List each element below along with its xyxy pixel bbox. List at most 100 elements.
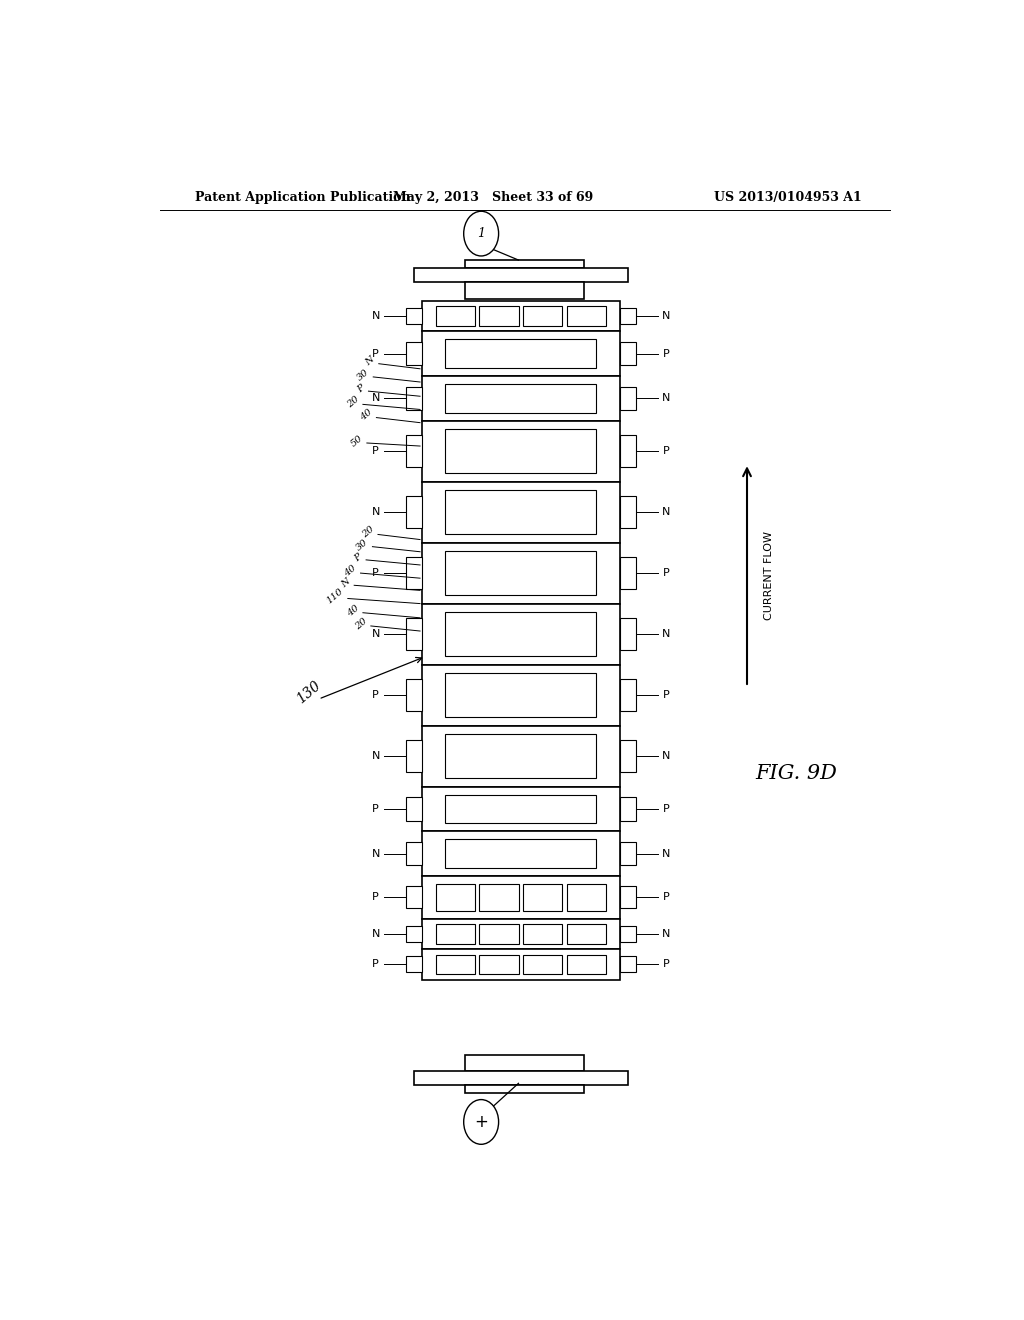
Text: P: P	[373, 446, 379, 457]
Bar	[436, 883, 475, 911]
Bar	[406, 387, 422, 411]
Bar	[422, 726, 621, 787]
Bar	[465, 282, 585, 298]
Text: FIG. 9D: FIG. 9D	[755, 764, 837, 783]
Bar	[523, 924, 562, 944]
Bar	[620, 957, 636, 973]
Text: N: N	[372, 929, 380, 939]
Text: 110: 110	[326, 587, 345, 606]
Text: N: N	[340, 577, 352, 590]
Bar	[566, 954, 606, 974]
Bar	[445, 429, 596, 473]
Bar	[445, 384, 596, 413]
Text: US 2013/0104953 A1: US 2013/0104953 A1	[715, 190, 862, 203]
Bar	[445, 840, 596, 869]
Text: P: P	[663, 568, 670, 578]
Bar	[422, 832, 621, 876]
Bar	[523, 306, 562, 326]
Bar	[465, 1055, 585, 1071]
Text: P: P	[663, 446, 670, 457]
Text: May 2, 2013   Sheet 33 of 69: May 2, 2013 Sheet 33 of 69	[393, 190, 593, 203]
Text: N: N	[372, 312, 380, 321]
Bar	[465, 1085, 585, 1093]
Text: CURRENT FLOW: CURRENT FLOW	[765, 531, 774, 619]
Bar	[566, 924, 606, 944]
Bar	[406, 342, 422, 366]
Text: N: N	[662, 393, 671, 404]
Bar	[445, 490, 596, 535]
Bar	[620, 797, 636, 821]
Bar	[422, 301, 621, 331]
Text: P: P	[373, 348, 379, 359]
Bar	[566, 306, 606, 326]
Bar	[620, 680, 636, 711]
Bar	[422, 603, 621, 664]
Text: 20: 20	[353, 616, 369, 631]
Bar	[479, 883, 518, 911]
Text: P: P	[373, 568, 379, 578]
Bar	[620, 842, 636, 865]
Text: N: N	[662, 312, 671, 321]
Bar	[445, 673, 596, 717]
Text: P: P	[663, 892, 670, 903]
Bar	[479, 954, 518, 974]
Text: 30: 30	[354, 537, 370, 552]
Bar	[436, 954, 475, 974]
Text: P: P	[663, 690, 670, 700]
Text: P: P	[353, 552, 364, 564]
Text: Patent Application Publication: Patent Application Publication	[196, 190, 411, 203]
Bar	[445, 552, 596, 595]
Bar	[620, 308, 636, 323]
Bar	[479, 306, 518, 326]
Text: N: N	[662, 507, 671, 517]
Text: N: N	[372, 630, 380, 639]
Text: +: +	[474, 1113, 488, 1131]
Bar	[422, 919, 621, 949]
Bar	[620, 618, 636, 649]
Text: 130: 130	[294, 678, 324, 706]
Text: 1: 1	[477, 227, 485, 240]
Bar	[620, 886, 636, 908]
Text: 20: 20	[360, 525, 376, 540]
Text: N: N	[662, 929, 671, 939]
Bar	[414, 268, 628, 282]
Text: P: P	[663, 960, 670, 969]
Bar	[406, 741, 422, 772]
Bar	[445, 339, 596, 368]
Bar	[406, 797, 422, 821]
Text: N: N	[662, 751, 671, 762]
Bar	[422, 376, 621, 421]
Text: N: N	[372, 507, 380, 517]
Bar	[445, 612, 596, 656]
Text: 40: 40	[343, 564, 358, 578]
Bar	[620, 927, 636, 942]
Text: N: N	[372, 393, 380, 404]
Bar	[465, 260, 585, 268]
Text: 50: 50	[349, 433, 365, 449]
Text: P: P	[373, 960, 379, 969]
Text: N: N	[662, 849, 671, 858]
Bar	[406, 886, 422, 908]
Text: P: P	[663, 804, 670, 814]
Bar	[406, 957, 422, 973]
Bar	[422, 664, 621, 726]
Text: P: P	[663, 348, 670, 359]
Bar	[523, 883, 562, 911]
Bar	[620, 557, 636, 589]
Text: N: N	[662, 630, 671, 639]
Bar	[422, 331, 621, 376]
Bar	[523, 954, 562, 974]
Text: 40: 40	[345, 603, 360, 618]
Bar	[436, 306, 475, 326]
Bar	[436, 924, 475, 944]
Text: P: P	[373, 690, 379, 700]
Text: 40: 40	[358, 408, 374, 422]
Text: 30: 30	[355, 367, 371, 383]
Bar	[422, 787, 621, 832]
Text: P: P	[373, 892, 379, 903]
Bar	[406, 496, 422, 528]
Bar	[422, 482, 621, 543]
Bar	[406, 680, 422, 711]
Bar	[406, 842, 422, 865]
Bar	[445, 734, 596, 777]
